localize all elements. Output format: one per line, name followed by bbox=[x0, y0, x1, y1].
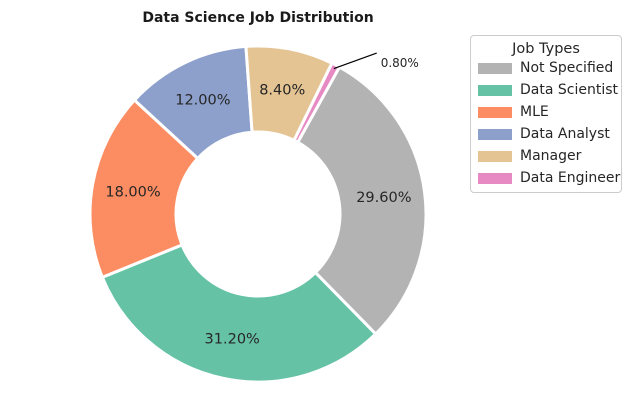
slice-label: 31.20% bbox=[205, 331, 260, 347]
chart-title: Data Science Job Distribution bbox=[142, 10, 373, 26]
slice-labels: 29.60% 31.20% 18.00% 12.00% 8.40% 0.80% bbox=[105, 52, 419, 347]
legend-swatch bbox=[478, 128, 512, 140]
slice-label: 12.00% bbox=[175, 93, 230, 109]
slice-label: 29.60% bbox=[356, 190, 411, 206]
legend-item: Not Specified bbox=[471, 57, 621, 79]
legend-item: MLE bbox=[471, 101, 621, 123]
slice-data-scientist bbox=[100, 242, 378, 384]
legend-label: Data Analyst bbox=[520, 126, 610, 142]
legend-swatch bbox=[478, 62, 512, 74]
slice-data-engineer bbox=[292, 61, 342, 145]
slice-leader-line bbox=[333, 52, 377, 70]
donut-slices bbox=[88, 44, 428, 384]
legend-label: MLE bbox=[520, 104, 549, 120]
legend-label: Data Scientist bbox=[520, 82, 618, 98]
slice-not-specified bbox=[295, 65, 428, 337]
legend-item: Data Engineer bbox=[471, 167, 621, 189]
slice-mle bbox=[88, 97, 200, 280]
legend-swatch bbox=[478, 84, 512, 96]
legend-swatch bbox=[478, 106, 512, 118]
slice-label-small: 0.80% bbox=[381, 56, 419, 70]
legend-label: Data Engineer bbox=[520, 170, 621, 186]
legend-item: Manager bbox=[471, 145, 621, 167]
legend-label: Manager bbox=[520, 148, 582, 164]
slice-label: 8.40% bbox=[259, 82, 305, 98]
legend-title: Job Types bbox=[512, 41, 580, 57]
slice-label: 18.00% bbox=[105, 184, 160, 200]
legend: Job Types Not Specified Data Scientist MLE… bbox=[470, 35, 622, 193]
legend-item: Data Scientist bbox=[471, 79, 621, 101]
legend-item: Data Analyst bbox=[471, 123, 621, 145]
legend-label: Not Specified bbox=[520, 60, 614, 76]
legend-swatch bbox=[478, 150, 512, 162]
legend-swatch bbox=[478, 172, 512, 184]
